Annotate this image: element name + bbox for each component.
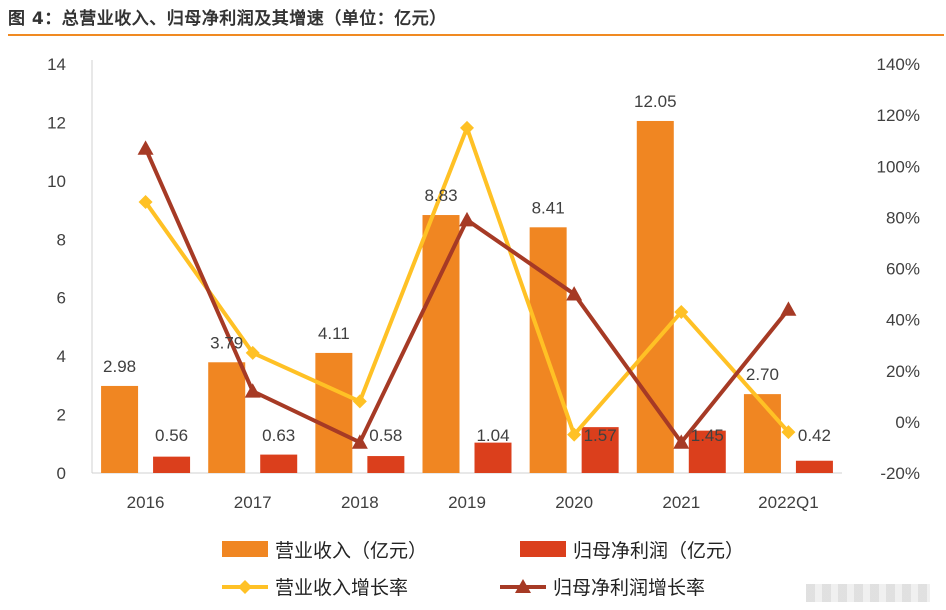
revenue-bar-label: 8.41 bbox=[532, 198, 565, 217]
left-axis-tick-label: 12 bbox=[47, 113, 66, 132]
profit-bar bbox=[153, 456, 191, 473]
profit-bar-label: 0.58 bbox=[369, 426, 402, 445]
labels-layer: 2.98 3.79 4.11 8.83 8.41 12.05 2.70 0.56 0.63 0.5… bbox=[103, 92, 831, 445]
profit-bar-label: 0.42 bbox=[798, 426, 831, 445]
axes-layer: 0 2 4 6 8 10 12 14 -20% 0% 20% 40% 60% 80% 100% 120% 140… bbox=[47, 55, 920, 512]
profit-bar bbox=[581, 427, 619, 473]
revenue-growth-point bbox=[674, 304, 689, 319]
profit-growth-point bbox=[780, 301, 797, 316]
profit-bar bbox=[688, 430, 726, 473]
legend-label-revenue-growth: 营业收入增长率 bbox=[275, 577, 408, 599]
profit-growth-point bbox=[351, 434, 368, 449]
title-rule bbox=[8, 34, 944, 36]
right-axis-tick-label: 100% bbox=[877, 157, 920, 176]
profit-bar-label: 1.57 bbox=[584, 426, 617, 445]
revenue-bar-label: 8.83 bbox=[424, 186, 457, 205]
profit-growth-point bbox=[673, 434, 690, 449]
revenue-growth-point bbox=[352, 394, 367, 409]
revenue-growth-point bbox=[138, 195, 153, 210]
legend-swatch-profit bbox=[520, 541, 566, 557]
x-axis-category-label: 2021 bbox=[662, 493, 700, 512]
legend-label-profit-growth: 归母净利润增长率 bbox=[553, 577, 705, 599]
legend-label-profit: 归母净利润（亿元） bbox=[573, 540, 744, 562]
revenue-growth-point bbox=[567, 427, 582, 442]
legend: 营业收入（亿元） 归母净利润（亿元） 营业收入增长率 归母净利润增长率 bbox=[222, 540, 744, 599]
revenue-bar bbox=[315, 352, 353, 473]
profit-bar-label: 1.45 bbox=[691, 426, 724, 445]
profit-growth-point bbox=[459, 211, 475, 227]
left-axis-tick-label: 2 bbox=[57, 406, 66, 425]
x-axis-category-label: 2022Q1 bbox=[758, 493, 819, 512]
profit-bar-label: 0.63 bbox=[262, 426, 295, 445]
left-axis-tick-label: 8 bbox=[57, 230, 66, 249]
right-axis-tick-label: 0% bbox=[895, 413, 920, 432]
profit-bar bbox=[367, 456, 405, 473]
revenue-bar-label: 2.70 bbox=[746, 365, 779, 384]
legend-marker-profit-growth bbox=[515, 579, 531, 593]
profit-growth-point bbox=[137, 140, 154, 155]
figure-title: 图 4：总营业收入、归母净利润及其增速（单位：亿元） bbox=[8, 9, 447, 29]
revenue-growth-point bbox=[245, 345, 260, 360]
revenue-bar bbox=[636, 120, 674, 473]
revenue-bar-label: 12.05 bbox=[634, 92, 677, 111]
blurred-watermark bbox=[806, 584, 930, 602]
x-axis-category-label: 2018 bbox=[341, 493, 379, 512]
revenue-bar-label: 4.11 bbox=[318, 324, 350, 343]
revenue-growth-point bbox=[460, 120, 474, 135]
profit-bar-label: 0.56 bbox=[155, 426, 188, 445]
right-axis-tick-label: 140% bbox=[877, 55, 920, 74]
left-axis-tick-label: 10 bbox=[47, 172, 66, 191]
revenue-bar bbox=[743, 394, 781, 473]
right-axis-tick-label: 60% bbox=[886, 260, 920, 279]
legend-marker-revenue-growth bbox=[238, 580, 252, 594]
profit-bar bbox=[795, 460, 833, 473]
revenue-growth-point bbox=[781, 425, 796, 440]
revenue-bar bbox=[422, 215, 460, 474]
x-axis-category-label: 2020 bbox=[555, 493, 593, 512]
right-axis-tick-label: 20% bbox=[886, 362, 920, 381]
right-axis-tick-label: -20% bbox=[880, 464, 920, 483]
x-axis-category-label: 2019 bbox=[448, 493, 486, 512]
right-axis-tick-label: 40% bbox=[886, 311, 920, 330]
profit-bar-label: 1.04 bbox=[476, 426, 509, 445]
right-axis-tick-label: 80% bbox=[886, 208, 920, 227]
profit-bar bbox=[260, 454, 298, 473]
revenue-bar bbox=[529, 227, 567, 473]
legend-swatch-revenue bbox=[222, 541, 268, 557]
left-axis-tick-label: 0 bbox=[57, 464, 66, 483]
left-axis-tick-label: 4 bbox=[57, 347, 66, 366]
revenue-bar bbox=[101, 385, 139, 473]
profit-growth-point bbox=[566, 286, 583, 301]
lines-layer bbox=[137, 120, 797, 449]
revenue-bar bbox=[208, 362, 246, 473]
profit-bar bbox=[474, 442, 512, 473]
left-axis-tick-label: 14 bbox=[47, 55, 66, 74]
revenue-bar-label: 2.98 bbox=[103, 357, 136, 376]
left-axis-tick-label: 6 bbox=[57, 289, 66, 308]
right-axis-tick-label: 120% bbox=[877, 106, 920, 125]
profit-growth-point bbox=[244, 383, 261, 398]
legend-label-revenue: 营业收入（亿元） bbox=[275, 540, 427, 562]
revenue-bar-label: 3.79 bbox=[210, 333, 243, 352]
x-axis-category-label: 2017 bbox=[234, 493, 272, 512]
x-axis-category-label: 2016 bbox=[127, 493, 165, 512]
